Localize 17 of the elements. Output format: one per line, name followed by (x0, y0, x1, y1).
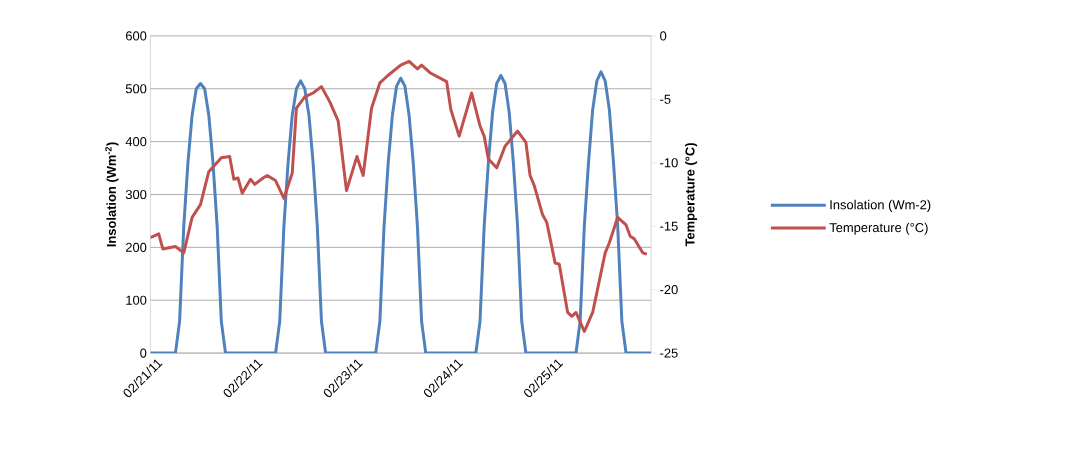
y-tick-label: 200 (125, 242, 147, 253)
y2-tick-label: 0 (660, 31, 667, 41)
y2-tick-label: -25 (660, 348, 678, 358)
y-tick-label: 500 (125, 84, 147, 94)
y-tick-label: 0 (140, 348, 147, 358)
y-tick-label: 300 (125, 190, 147, 200)
y2-axis-title: Temperature (°C) (685, 143, 698, 247)
y-tick-label: 100 (126, 295, 147, 305)
y2-tick-label: -5 (660, 94, 671, 104)
y2-tick-label: -15 (660, 221, 678, 231)
legend-label: Insolation (Wm-2) (830, 199, 931, 213)
y2-tick-label: -20 (660, 285, 678, 295)
y-axis-title: Insolation (Wm$^{-2}$) (105, 142, 119, 247)
legend-label: Temperature (°C) (829, 222, 928, 235)
y-tick-label: 600 (125, 31, 147, 41)
y-tick-label: 400 (125, 137, 147, 147)
y2-tick-label: -10 (660, 158, 678, 168)
